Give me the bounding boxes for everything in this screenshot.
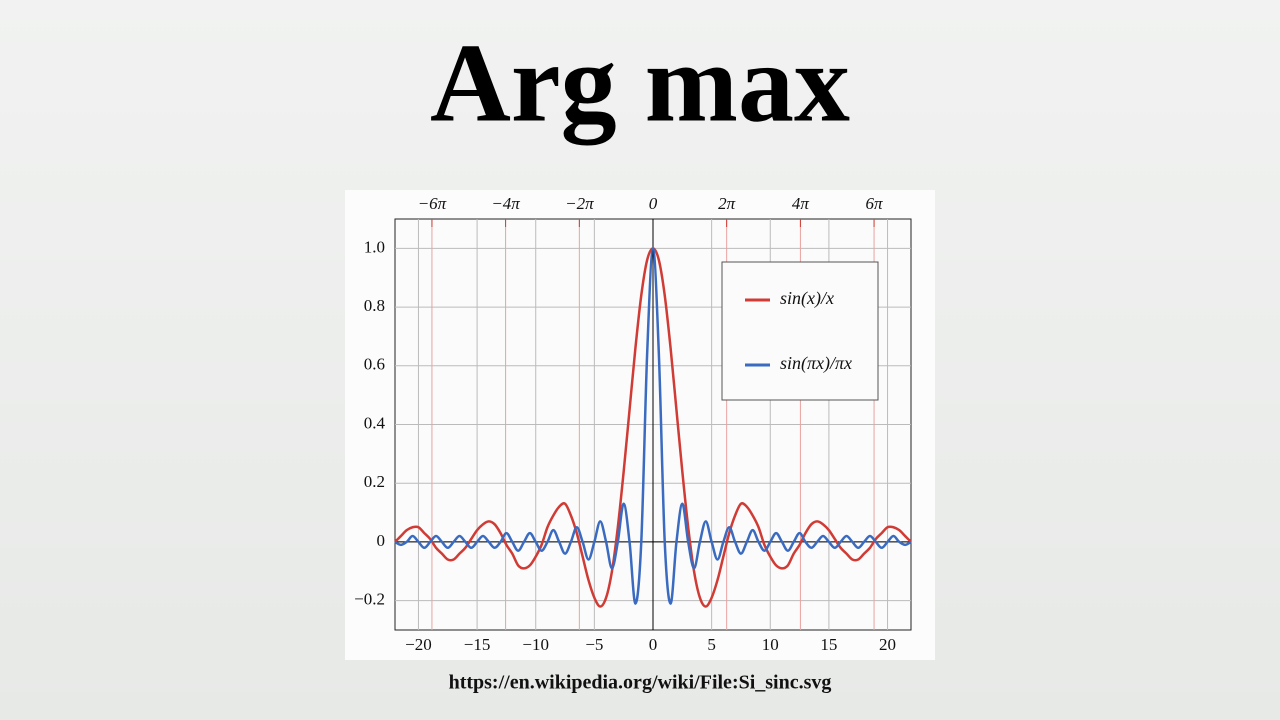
x2-tick-label: −4π [491,194,520,213]
y-tick-label: 0.2 [364,472,385,491]
x-tick-label: −5 [585,635,603,654]
legend: sin(x)/x sin(πx)/πx [745,288,852,374]
x-tick-label: 5 [707,635,716,654]
x-tick-label: −10 [522,635,549,654]
x2-tick-label: 2π [718,194,736,213]
x2-tick-label: 4π [792,194,810,213]
x-tick-label: −15 [464,635,491,654]
y-tick-label: 1.0 [364,237,385,256]
y-tick-label: −0.2 [354,590,385,609]
x-tick-label: −20 [405,635,432,654]
y-tick-label: 0.4 [364,413,386,432]
x2-tick-label: 6π [866,194,884,213]
y-tick-label: 0.8 [364,296,385,315]
x-tick-label: 0 [649,635,658,654]
x2-tick-label: 0 [649,194,658,213]
x-tick-label: 20 [879,635,896,654]
x2-tick-label: −6π [418,194,447,213]
x-tick-label: 15 [820,635,837,654]
legend-label: sin(x)/x [780,288,834,309]
lines [394,247,912,608]
y-tick-label: 0.6 [364,355,385,374]
x-tick-label: 10 [762,635,779,654]
y-tick-label: 0 [377,531,386,550]
series-line [394,247,912,605]
x2-tick-label: −2π [565,194,594,213]
legend-box [721,261,879,401]
source-caption: https://en.wikipedia.org/wiki/File:Si_si… [449,672,832,694]
slide-title: Arg max [430,22,850,146]
legend-label: sin(πx)/πx [780,353,852,374]
